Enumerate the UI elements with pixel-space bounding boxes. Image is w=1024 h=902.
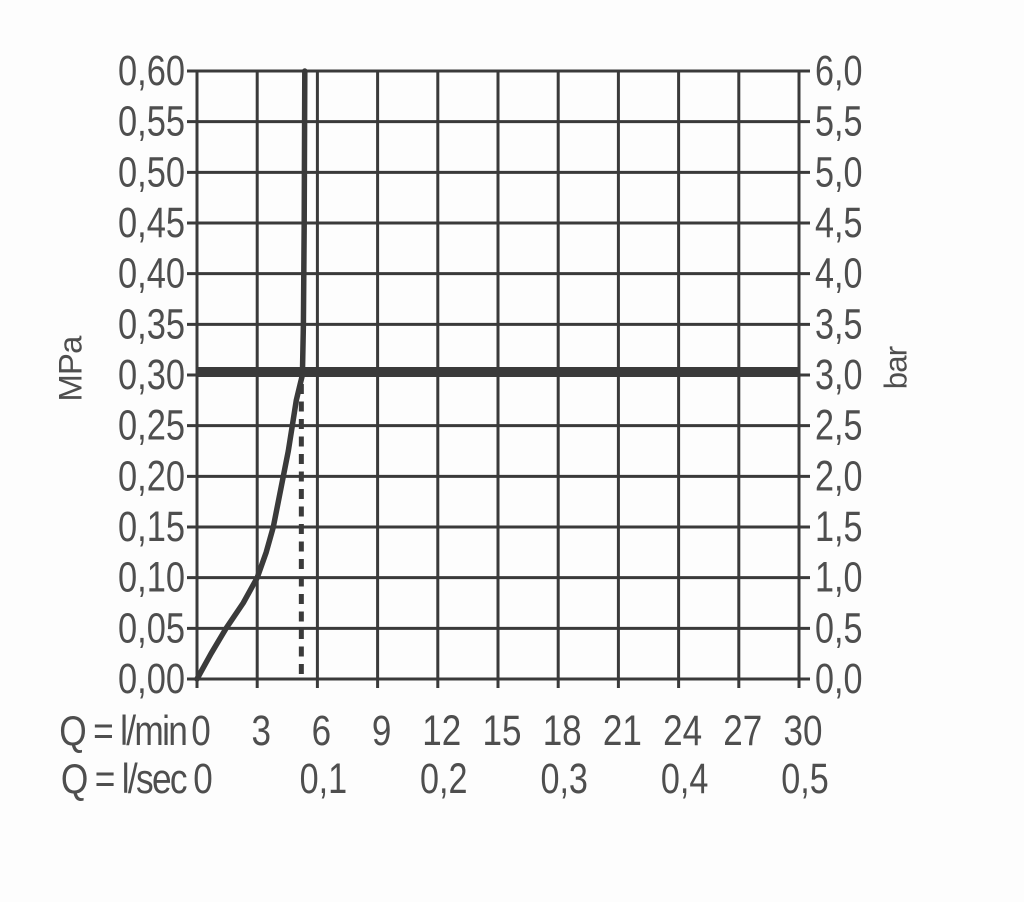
x-axis-lmin-unit-label: Q = l/min — [58, 707, 188, 754]
x-lmin-tick-label: 3 — [251, 707, 271, 755]
x-lmin-tick-label: 0 — [191, 707, 211, 755]
x-lsec-tick-label: 0 — [193, 755, 213, 803]
y-right-tick-label: 2,0 — [815, 452, 863, 500]
x-lmin-tick-label: 18 — [543, 707, 582, 755]
y-right-tick-label: 0,0 — [815, 655, 863, 703]
y-left-tick-label: 0,35 — [118, 300, 185, 348]
y-right-tick-label: 5,5 — [815, 98, 863, 146]
y-left-tick-label: 0,10 — [118, 554, 185, 602]
x-lsec-tick-label: 0,4 — [661, 755, 709, 803]
y-left-tick-label: 0,20 — [118, 452, 185, 500]
y-right-tick-label: 1,0 — [815, 554, 863, 602]
y-right-tick-label: 2,5 — [815, 402, 863, 450]
y-right-tick-label: 5,0 — [815, 148, 863, 196]
x-axis-lsec-unit-label: Q = l/sec — [60, 755, 188, 802]
x-lsec-tick-label: 0,3 — [540, 755, 588, 803]
x-lsec-tick-label: 0,5 — [781, 755, 829, 803]
x-lmin-tick-label: 6 — [312, 707, 332, 755]
x-lmin-tick-label: 9 — [372, 707, 392, 755]
y-right-tick-label: 1,5 — [815, 503, 863, 551]
y-left-tick-label: 0,40 — [118, 250, 185, 298]
y-left-tick-label: 0,45 — [118, 199, 185, 247]
x-lmin-tick-label: 30 — [784, 707, 823, 755]
y-left-tick-label: 0,50 — [118, 148, 185, 196]
y-left-tick-label: 0,05 — [118, 604, 185, 652]
x-lsec-tick-label: 0,1 — [300, 755, 348, 803]
y-left-tick-label: 0,55 — [118, 98, 185, 146]
y-right-tick-label: 3,0 — [815, 351, 863, 399]
y-left-tick-label: 0,25 — [118, 402, 185, 450]
y-right-tick-label: 6,0 — [815, 47, 863, 95]
y-left-tick-label: 0,30 — [118, 351, 185, 399]
x-lmin-tick-label: 15 — [483, 707, 522, 755]
x-lmin-tick-label: 21 — [603, 707, 642, 755]
y-left-tick-label: 0,15 — [118, 503, 185, 551]
x-lmin-tick-label: 24 — [663, 707, 702, 755]
right-axis-unit-label: bar — [879, 346, 914, 390]
flow-rate-curve — [194, 68, 308, 682]
y-left-tick-label: 0,60 — [118, 47, 185, 95]
y-right-tick-label: 0,5 — [815, 604, 863, 652]
x-lsec-tick-label: 0,2 — [420, 755, 468, 803]
y-right-tick-label: 4,5 — [815, 199, 863, 247]
left-axis-unit-label: MPa — [52, 336, 89, 402]
x-lmin-tick-label: 12 — [422, 707, 461, 755]
y-right-tick-label: 3,5 — [815, 300, 863, 348]
y-right-tick-label: 4,0 — [815, 250, 863, 298]
x-lmin-tick-label: 27 — [723, 707, 762, 755]
y-left-tick-label: 0,00 — [118, 655, 185, 703]
